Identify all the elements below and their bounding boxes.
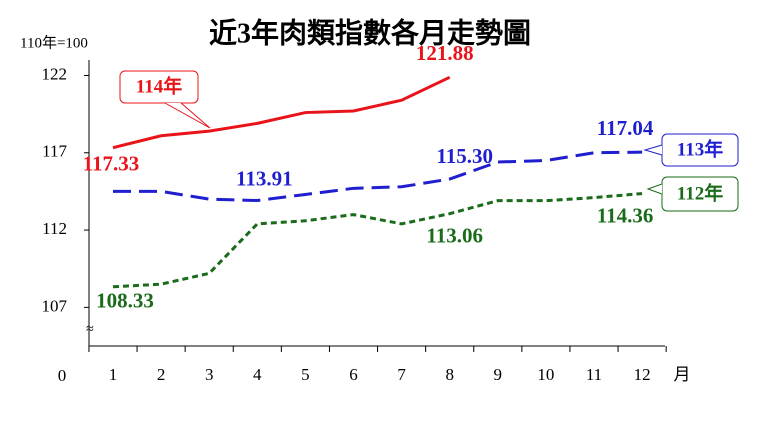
series-line	[113, 150, 643, 203]
legend-label: 112年	[677, 181, 723, 204]
data-label: 113.91	[236, 166, 293, 190]
y-tick-label: 117	[42, 142, 67, 161]
origin-label: 0	[58, 366, 67, 385]
y-tick-label: 122	[42, 64, 68, 83]
x-tick-label: 8	[445, 365, 454, 384]
y-unit: 110年=100	[20, 34, 88, 51]
y-tick-label: 112	[42, 219, 67, 238]
x-tick-label: 2	[157, 365, 166, 384]
data-label: 117.33	[83, 151, 140, 175]
x-tick-label: 7	[397, 365, 406, 384]
x-tick-label: 12	[634, 365, 651, 384]
data-label: 117.04	[597, 116, 654, 140]
x-tick-label: 1	[109, 365, 118, 384]
x-tick-label: 3	[205, 365, 214, 384]
data-label: 114.36	[597, 203, 654, 227]
data-label: 121.88	[416, 41, 474, 65]
series-line	[112, 192, 643, 289]
x-tick-label: 9	[494, 365, 503, 384]
legend-pointer	[643, 144, 663, 156]
data-label: 108.33	[96, 289, 154, 313]
legend-label: 113年	[677, 137, 723, 160]
data-label: 113.06	[426, 223, 483, 247]
series-line	[112, 75, 451, 150]
x-tick-label: 10	[537, 365, 554, 384]
legend-pointer	[646, 183, 663, 195]
legend-box	[119, 70, 199, 104]
data-label: 115.30	[436, 144, 493, 168]
x-tick-label: 11	[586, 365, 602, 384]
legend-pointer	[164, 102, 211, 129]
x-tick-label: 5	[301, 365, 310, 384]
legend-label: 114年	[136, 74, 182, 97]
chart-title: 近3年肉類指數各月走勢圖	[209, 16, 531, 49]
x-tick-label: 6	[349, 365, 358, 384]
x-tick-label: 4	[253, 365, 262, 384]
x-unit: 月	[674, 365, 691, 384]
axis-break: ≈	[86, 322, 94, 337]
y-tick-label: 107	[42, 296, 68, 315]
